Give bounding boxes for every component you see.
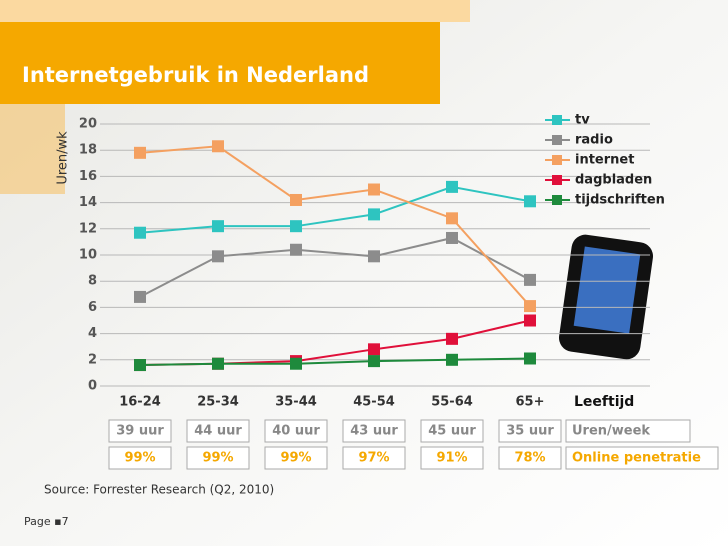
- box-text: 44 uur: [194, 424, 242, 439]
- legend-marker: [552, 135, 562, 145]
- box: [342, 446, 406, 470]
- y-tick-label: 6: [88, 300, 97, 315]
- point: [368, 208, 380, 221]
- point: [446, 180, 458, 193]
- legend-label: internet: [575, 153, 634, 168]
- box-text: 43 uur: [350, 424, 398, 439]
- x-tick-label: 35-44: [275, 395, 317, 410]
- box-text: 91%: [436, 451, 467, 466]
- y-tick-label: 16: [79, 169, 97, 184]
- top-band: [0, 0, 470, 22]
- title-bar-tail: [0, 104, 65, 194]
- legend-marker: [552, 175, 562, 185]
- legend-marker: [552, 195, 562, 205]
- box: [420, 419, 484, 443]
- point: [524, 195, 536, 208]
- point: [212, 140, 224, 153]
- legend-label: dagbladen: [575, 173, 652, 188]
- point: [524, 273, 536, 286]
- point: [524, 352, 536, 365]
- point: [368, 183, 380, 196]
- point: [524, 300, 536, 313]
- series-line: [139, 185, 531, 234]
- x-tick-label: 65+: [516, 395, 545, 410]
- x-tick-label: 45-54: [353, 395, 395, 410]
- box: [498, 446, 562, 470]
- x-tick-label: 16-24: [119, 395, 161, 410]
- y-tick-label: 0: [88, 379, 97, 394]
- chart-title: Internetgebruik in Nederland: [22, 63, 369, 87]
- box: [565, 419, 691, 443]
- legend-label: radio: [575, 133, 613, 148]
- box: [108, 446, 172, 470]
- x-tick-label: 25-34: [197, 395, 239, 410]
- box-text: 99%: [202, 451, 233, 466]
- point: [290, 193, 302, 206]
- point: [368, 250, 380, 263]
- point: [524, 314, 536, 327]
- y-tick-label: 12: [79, 221, 97, 236]
- box-text: 45 uur: [428, 424, 476, 439]
- point: [212, 220, 224, 233]
- title-bar: [0, 22, 440, 104]
- legend-label: tijdschriften: [575, 193, 665, 208]
- y-tick-label: 4: [88, 326, 97, 341]
- series-line: [139, 236, 531, 298]
- y-tick-label: 10: [79, 248, 97, 263]
- point: [446, 212, 458, 225]
- legend-marker: [552, 155, 562, 165]
- legend-marker: [552, 115, 562, 125]
- point: [212, 250, 224, 263]
- box-text: 99%: [280, 451, 311, 466]
- point: [134, 359, 146, 372]
- x-tick-label: 55-64: [431, 395, 473, 410]
- point: [134, 226, 146, 239]
- box: [565, 446, 719, 470]
- box: [342, 419, 406, 443]
- point: [446, 353, 458, 366]
- y-axis-label: Uren/wk: [56, 131, 71, 185]
- point: [446, 332, 458, 345]
- y-tick-label: 8: [88, 274, 97, 289]
- box: [108, 419, 172, 443]
- y-tick-label: 14: [79, 195, 97, 210]
- box-text: 78%: [514, 451, 545, 466]
- point: [290, 243, 302, 256]
- box-text: 97%: [358, 451, 389, 466]
- row-label: Uren/week: [572, 424, 650, 439]
- box: [186, 419, 250, 443]
- row-label: Online penetratie: [572, 451, 701, 466]
- page-number: Page ▪7: [24, 515, 69, 528]
- box-text: 99%: [124, 451, 155, 466]
- source: Source: Forrester Research (Q2, 2010): [44, 483, 274, 497]
- box: [186, 446, 250, 470]
- point: [446, 231, 458, 244]
- x-axis-label: Leeftijd: [574, 394, 634, 410]
- point: [134, 290, 146, 303]
- box: [264, 446, 328, 470]
- legend-label: tv: [575, 113, 590, 128]
- series-line: [139, 145, 531, 307]
- series-line: [139, 357, 531, 367]
- point: [290, 220, 302, 233]
- y-tick-label: 2: [88, 352, 97, 367]
- box-text: 40 uur: [272, 424, 320, 439]
- y-tick-label: 18: [79, 143, 97, 158]
- box: [420, 446, 484, 470]
- point: [368, 343, 380, 356]
- box-text: 35 uur: [506, 424, 554, 439]
- box: [264, 419, 328, 443]
- point: [134, 146, 146, 159]
- phone: [558, 234, 654, 360]
- point: [290, 357, 302, 370]
- y-tick-label: 20: [79, 117, 97, 132]
- box: [498, 419, 562, 443]
- point: [212, 357, 224, 370]
- point: [368, 355, 380, 368]
- box-text: 39 uur: [116, 424, 164, 439]
